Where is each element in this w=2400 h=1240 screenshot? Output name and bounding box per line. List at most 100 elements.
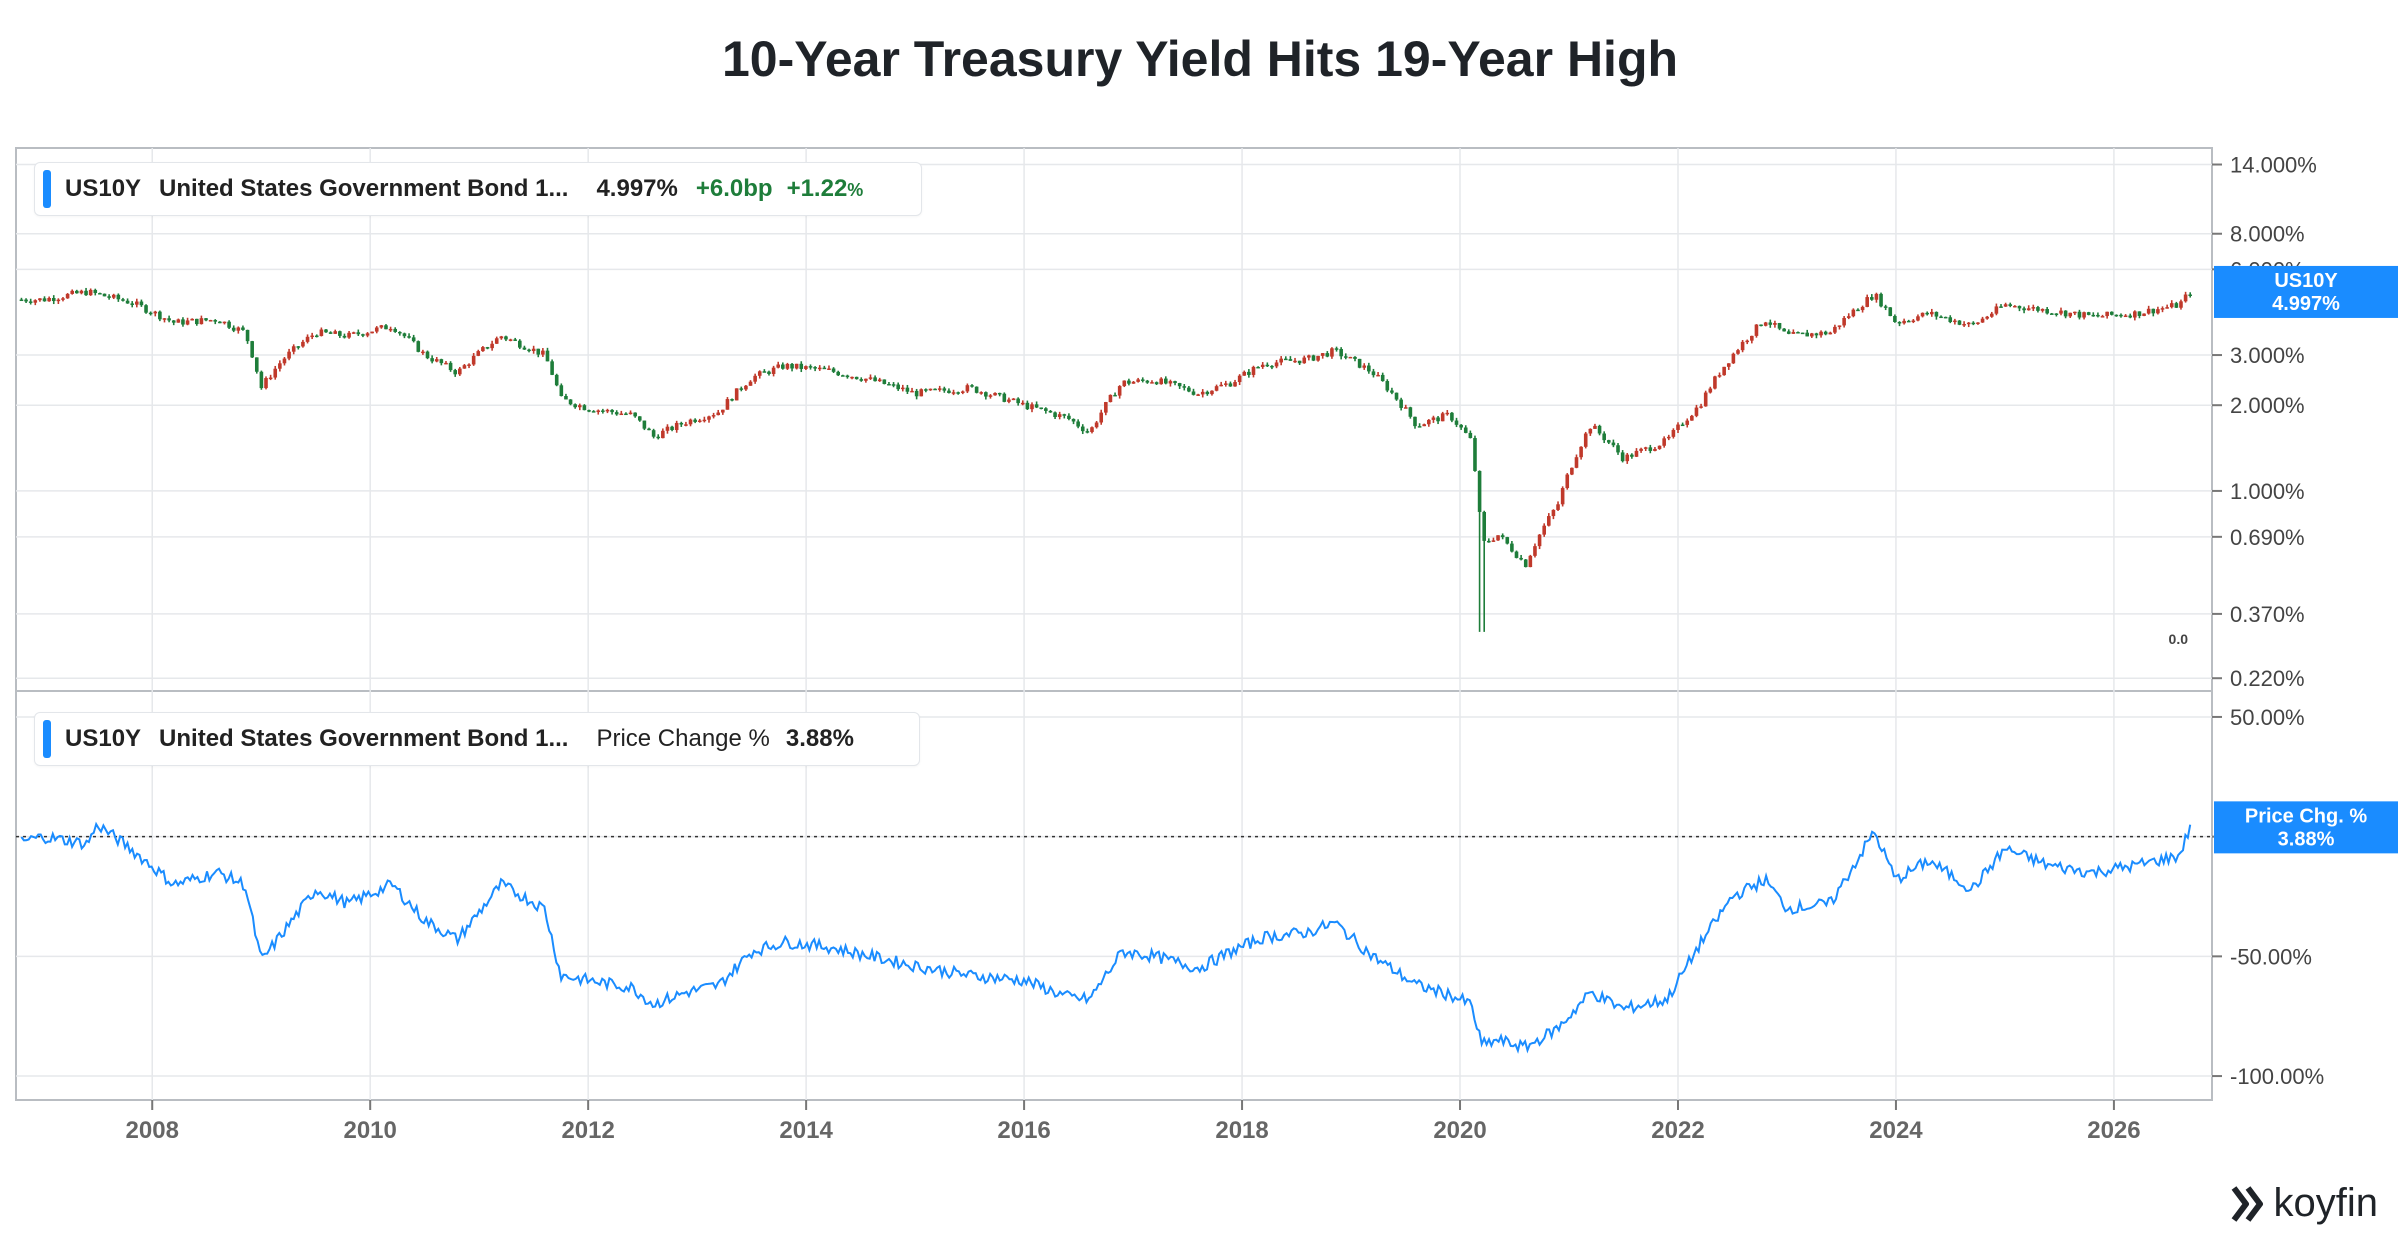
- candle-body: [1104, 402, 1108, 413]
- candle-body: [245, 329, 250, 342]
- candle-body: [171, 320, 176, 323]
- candle-body: [804, 366, 808, 369]
- candle-body: [637, 416, 642, 421]
- candle-body: [2114, 314, 2119, 317]
- candle-body: [499, 336, 504, 339]
- candle-body: [2123, 315, 2128, 318]
- candle-body: [1191, 391, 1196, 395]
- candle-body: [2165, 307, 2169, 309]
- candle-body: [974, 386, 979, 393]
- candle-body: [993, 392, 997, 396]
- candle-body: [1150, 382, 1154, 384]
- candle-body: [582, 405, 587, 411]
- candle-body: [421, 351, 425, 354]
- series-color-marker: [43, 170, 51, 208]
- candle-body: [1413, 416, 1417, 427]
- candle-body: [573, 404, 577, 408]
- candle-body: [1330, 348, 1334, 357]
- candle-body: [1874, 293, 1879, 300]
- candle-body: [291, 346, 296, 352]
- candle-body: [2169, 303, 2174, 308]
- candle-body: [56, 299, 61, 302]
- x-tick-label: 2024: [1869, 1117, 1923, 1144]
- candle-body: [1690, 415, 1694, 421]
- candle-body: [697, 420, 702, 422]
- candle-body: [1916, 316, 1920, 321]
- candle-body: [1505, 537, 1510, 544]
- candle-body: [1731, 353, 1736, 364]
- candle-body: [278, 363, 282, 369]
- candle-body: [333, 331, 338, 334]
- candle-body: [1454, 420, 1459, 425]
- candle-body: [181, 319, 185, 325]
- candle-body: [1560, 488, 1565, 505]
- candle-body: [882, 379, 887, 384]
- candle-body: [1445, 412, 1450, 415]
- candle-body: [1888, 307, 1893, 317]
- candle-body: [1819, 331, 1823, 336]
- legend-name: United States Government Bond 1...: [159, 175, 569, 202]
- candle-body: [859, 379, 864, 381]
- candle-body: [254, 357, 259, 372]
- candle-body: [1750, 335, 1754, 341]
- candle-body: [162, 318, 167, 320]
- candle-body: [402, 333, 407, 337]
- candle-body: [854, 376, 859, 380]
- legend-top[interactable]: US10Y United States Government Bond 1...…: [34, 162, 922, 216]
- candle-body: [1957, 320, 1962, 325]
- candle-body: [365, 333, 370, 336]
- candle-body: [1865, 297, 1869, 307]
- candle-body: [1339, 348, 1343, 357]
- candle-body: [1440, 413, 1445, 422]
- candle-body: [1570, 467, 1574, 475]
- candle-body: [1044, 408, 1048, 411]
- candle-body: [1980, 318, 1985, 323]
- candle-body: [93, 289, 98, 294]
- candle-body: [1763, 322, 1768, 326]
- candle-body: [1288, 359, 1293, 361]
- candle-body: [937, 388, 942, 390]
- candle-body: [1343, 356, 1348, 358]
- candle-body: [1551, 509, 1556, 517]
- candle-body: [1399, 399, 1403, 408]
- candle-body: [1159, 378, 1163, 385]
- candle-body: [1602, 433, 1606, 441]
- candle-body: [1422, 424, 1427, 427]
- candle-body: [485, 347, 490, 349]
- y-tick-label: 14.000%: [2230, 153, 2317, 178]
- candle-body: [693, 419, 697, 422]
- candle-body: [1828, 332, 1833, 335]
- candle-body: [2109, 311, 2114, 315]
- y-tick-label: -100.00%: [2230, 1064, 2324, 1089]
- candle-body: [725, 399, 730, 410]
- legend-bottom[interactable]: US10Y United States Government Bond 1...…: [34, 712, 920, 766]
- candle-body: [1385, 381, 1390, 391]
- candle-body: [1237, 375, 1242, 383]
- candle-body: [1067, 415, 1071, 419]
- x-tick-label: 2008: [126, 1117, 179, 1144]
- candle-body: [1048, 410, 1053, 413]
- candle-body: [374, 327, 379, 332]
- candle-body: [642, 420, 647, 429]
- candle-body: [88, 289, 93, 296]
- legend-value: 4.997%: [596, 175, 678, 202]
- candle-body: [1463, 427, 1468, 433]
- candle-body: [1219, 384, 1223, 387]
- candle-body: [231, 327, 236, 331]
- candle-body: [2054, 313, 2059, 316]
- candle-body: [411, 337, 416, 342]
- candle-body: [2188, 294, 2193, 297]
- candle-body: [771, 367, 776, 374]
- candle-body: [877, 379, 882, 382]
- candle-body: [739, 388, 744, 390]
- candle-body: [757, 371, 762, 376]
- candle-body: [1353, 356, 1357, 359]
- last-value-badge-bottom: Price Chg. %3.88%: [2214, 801, 2398, 854]
- candle-body: [997, 392, 1002, 395]
- candle-body: [1773, 323, 1777, 325]
- candle-body: [1113, 394, 1117, 397]
- candle-body: [1367, 365, 1371, 372]
- candle-body: [462, 365, 467, 369]
- candle-body: [1934, 311, 1939, 317]
